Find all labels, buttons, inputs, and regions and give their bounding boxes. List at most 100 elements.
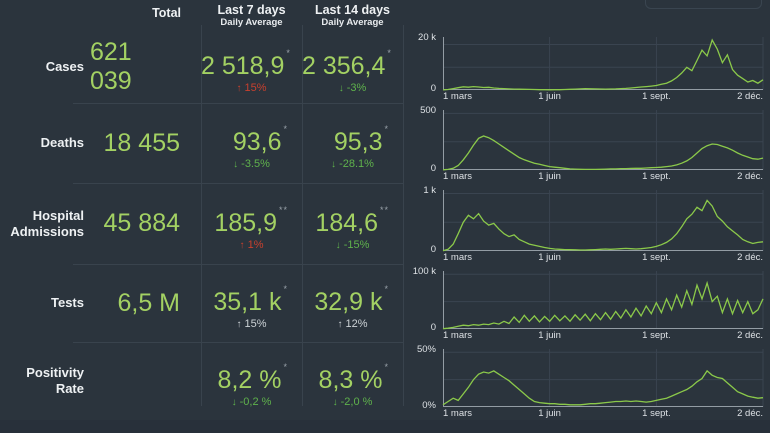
row-label: Cases xyxy=(45,58,84,74)
x-tick-label: 2 déc. xyxy=(737,171,763,182)
last7-delta: ↑ 1% xyxy=(239,238,264,251)
down-arrow-icon: ↓ xyxy=(331,159,337,170)
up-arrow-icon: ↑ xyxy=(337,319,343,330)
y-zero-label: 0 xyxy=(430,322,436,333)
x-tick-label: 1 juin xyxy=(538,91,561,102)
positivity-rate-sparkline: 50% 0% 1 mars 1 juin 1 sept. 2 déc. xyxy=(403,342,767,420)
last14-delta: ↓ -2,0 % xyxy=(332,396,373,408)
total-value: 621 039 xyxy=(90,37,132,95)
last14-delta: ↓ -3% xyxy=(338,81,367,94)
header-last7-sub: Daily Average xyxy=(220,17,283,28)
last14-value: 32,9 k * xyxy=(314,284,389,316)
last14-delta: ↓ -15% xyxy=(335,238,370,251)
partial-button-outline[interactable] xyxy=(645,0,762,9)
table-row-hospital-admissions: Hospital Admissions 45 884 185,9 ** ↑ 1% … xyxy=(0,183,403,264)
x-tick-label: 2 déc. xyxy=(737,91,763,102)
last14-cell: 8,3 % * ↓ -2,0 % xyxy=(302,342,403,420)
x-tick-label: 1 sept. xyxy=(642,91,671,102)
hospital-admissions-sparkline: 1 k 0 1 mars 1 juin 1 sept. 2 déc. xyxy=(403,183,767,264)
x-tick-label: 2 déc. xyxy=(737,408,763,419)
chart-plot-area xyxy=(442,37,764,91)
row-label: Deaths xyxy=(40,135,84,150)
table-row-positivity-rate: Positivity Rate 8,2 % * ↓ -0,2 % 8,3 % * ↓… xyxy=(0,342,403,420)
y-tick-label: 1 k xyxy=(423,185,436,196)
x-tick-label: 1 sept. xyxy=(642,330,671,341)
chart-line xyxy=(442,38,764,91)
chart-plot-area xyxy=(442,190,764,252)
y-tick-label: 100 k xyxy=(412,266,436,277)
header-total: Total xyxy=(152,6,181,20)
chart-plot-area xyxy=(442,271,764,330)
cases-sparkline: 20 k 0 1 mars 1 juin 1 sept. 2 déc. xyxy=(403,30,767,103)
last7-delta: ↑ 15% xyxy=(236,81,267,94)
row-label: Hospital Admissions xyxy=(10,207,84,239)
header-last14-sub: Daily Average xyxy=(321,17,384,28)
x-tick-label: 1 mars xyxy=(443,330,473,341)
footnote-marker: * xyxy=(283,362,288,372)
up-arrow-icon: ↑ xyxy=(239,239,245,251)
y-zero-label: 0 xyxy=(430,163,436,174)
x-tick-label: 1 sept. xyxy=(642,252,671,263)
table-row-cases: Cases 621 039 2 518,9 * ↑ 15% 2 356,4 * ↓ … xyxy=(0,30,403,103)
last14-delta: ↑ 12% xyxy=(337,318,368,330)
chart-line xyxy=(442,135,764,171)
total-value xyxy=(90,342,201,420)
down-arrow-icon: ↓ xyxy=(233,159,239,170)
footnote-marker: * xyxy=(283,124,288,134)
x-tick-label: 1 mars xyxy=(443,408,473,419)
header-last7-label: Last 7 days xyxy=(217,3,286,17)
last14-cell: 95,3 * ↓ -28.1% xyxy=(302,103,403,183)
row-divider xyxy=(73,183,403,184)
sparkline-column: 20 k 0 1 mars 1 juin 1 sept. 2 déc. 500 0 1 mar… xyxy=(403,0,767,420)
last14-value: 8,3 % * xyxy=(318,362,389,394)
footnote-marker: * xyxy=(384,124,389,134)
x-tick-label: 1 juin xyxy=(538,252,561,263)
row-divider xyxy=(73,342,403,343)
total-value: 18 455 xyxy=(103,128,180,157)
x-tick-label: 1 mars xyxy=(443,252,473,263)
last7-delta: ↓ -0,2 % xyxy=(231,396,272,408)
x-tick-label: 1 juin xyxy=(538,408,561,419)
last14-value: 2 356,4 * xyxy=(302,47,392,80)
footer-strip xyxy=(0,420,770,433)
x-tick-label: 1 mars xyxy=(443,91,473,102)
last14-value: 95,3 * xyxy=(333,124,389,156)
last7-cell: 8,2 % * ↓ -0,2 % xyxy=(201,342,302,420)
x-tick-label: 1 mars xyxy=(443,171,473,182)
up-arrow-icon: ↑ xyxy=(236,319,242,330)
last7-cell: 35,1 k * ↑ 15% xyxy=(201,264,302,342)
up-arrow-icon: ↑ xyxy=(236,82,242,94)
last14-cell: 184,6 ** ↓ -15% xyxy=(302,183,403,264)
x-tick-label: 2 déc. xyxy=(737,252,763,263)
last7-cell: 2 518,9 * ↑ 15% xyxy=(201,30,302,103)
x-tick-label: 1 sept. xyxy=(642,171,671,182)
chart-line xyxy=(442,199,764,252)
y-zero-label: 0 xyxy=(430,83,436,94)
row-label: Tests xyxy=(51,295,84,310)
y-tick-label: 50% xyxy=(416,344,436,355)
down-arrow-icon: ↓ xyxy=(335,239,341,251)
down-arrow-icon: ↓ xyxy=(332,397,338,408)
chart-line xyxy=(442,369,764,406)
footnote-marker: * xyxy=(387,47,392,58)
last14-cell: 32,9 k * ↑ 12% xyxy=(302,264,403,342)
deaths-sparkline: 500 0 1 mars 1 juin 1 sept. 2 déc. xyxy=(403,103,767,183)
row-divider xyxy=(73,264,403,265)
footnote-marker: * xyxy=(283,284,288,294)
chart-line xyxy=(442,280,764,330)
column-divider xyxy=(201,25,202,406)
y-zero-label: 0% xyxy=(422,400,436,411)
header-last7: Last 7 days Daily Average xyxy=(201,0,302,30)
y-tick-label: 500 xyxy=(420,105,436,116)
last7-value: 8,2 % * xyxy=(217,362,288,394)
down-arrow-icon: ↓ xyxy=(231,397,237,408)
last7-value: 93,6 * xyxy=(232,124,288,156)
footnote-marker: ** xyxy=(379,204,389,215)
x-tick-label: 1 sept. xyxy=(642,408,671,419)
down-arrow-icon: ↓ xyxy=(338,82,344,94)
footnote-marker: * xyxy=(384,284,389,294)
column-divider xyxy=(403,25,404,406)
chart-plot-area xyxy=(442,349,764,407)
stats-table: Total Last 7 days Daily Average Last 14 … xyxy=(0,0,404,420)
